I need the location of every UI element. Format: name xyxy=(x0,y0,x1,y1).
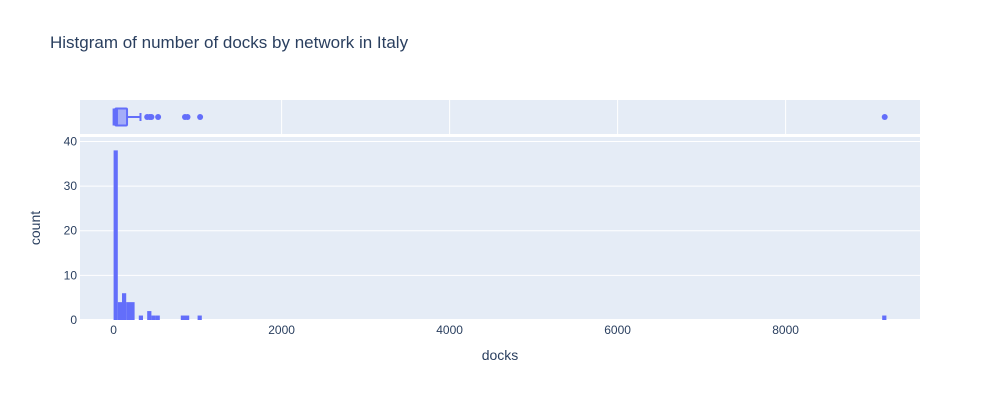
histogram-bar xyxy=(155,315,160,320)
x-axis-title: docks xyxy=(482,347,519,363)
x-tick-label: 8000 xyxy=(772,323,799,337)
y-tick-label: 30 xyxy=(64,179,78,193)
y-axis-ticks: 0 10 20 30 40 xyxy=(64,134,78,327)
x-axis-ticks: 0 2000 4000 6000 8000 xyxy=(110,323,799,337)
histogram-bar xyxy=(113,150,118,320)
chart-title: Histgram of number of docks by network i… xyxy=(50,33,409,52)
box-outlier-point xyxy=(155,114,162,120)
histogram-bar xyxy=(122,293,127,320)
y-tick-label: 0 xyxy=(70,313,77,327)
histogram-bar xyxy=(117,302,122,320)
histogram-bar xyxy=(147,311,152,320)
x-tick-label: 4000 xyxy=(436,323,463,337)
histogram-bar xyxy=(185,315,190,320)
grid-lines xyxy=(80,100,920,321)
y-tick-label: 20 xyxy=(64,224,78,238)
histogram-bar xyxy=(197,315,202,320)
x-tick-label: 0 xyxy=(110,323,117,337)
box-outlier-point xyxy=(881,114,888,120)
histogram-bar xyxy=(126,302,135,320)
box-outlier-point xyxy=(148,114,155,120)
histogram-bar xyxy=(138,315,143,320)
histogram-bar xyxy=(180,315,185,320)
x-tick-label: 6000 xyxy=(604,323,631,337)
box-outlier-point xyxy=(184,114,191,120)
box-iqr xyxy=(114,107,129,127)
main-plot-area xyxy=(80,137,920,320)
marginal-box-plot xyxy=(112,107,888,127)
histogram-bar xyxy=(151,315,156,320)
x-tick-label: 2000 xyxy=(268,323,295,337)
marginal-plot-area xyxy=(80,100,920,134)
y-tick-label: 40 xyxy=(64,134,78,148)
y-tick-label: 10 xyxy=(64,268,78,282)
y-axis-title: count xyxy=(27,211,43,245)
histogram-bar xyxy=(882,315,887,320)
histogram-bars xyxy=(113,150,887,320)
box-outlier-point xyxy=(197,114,204,120)
